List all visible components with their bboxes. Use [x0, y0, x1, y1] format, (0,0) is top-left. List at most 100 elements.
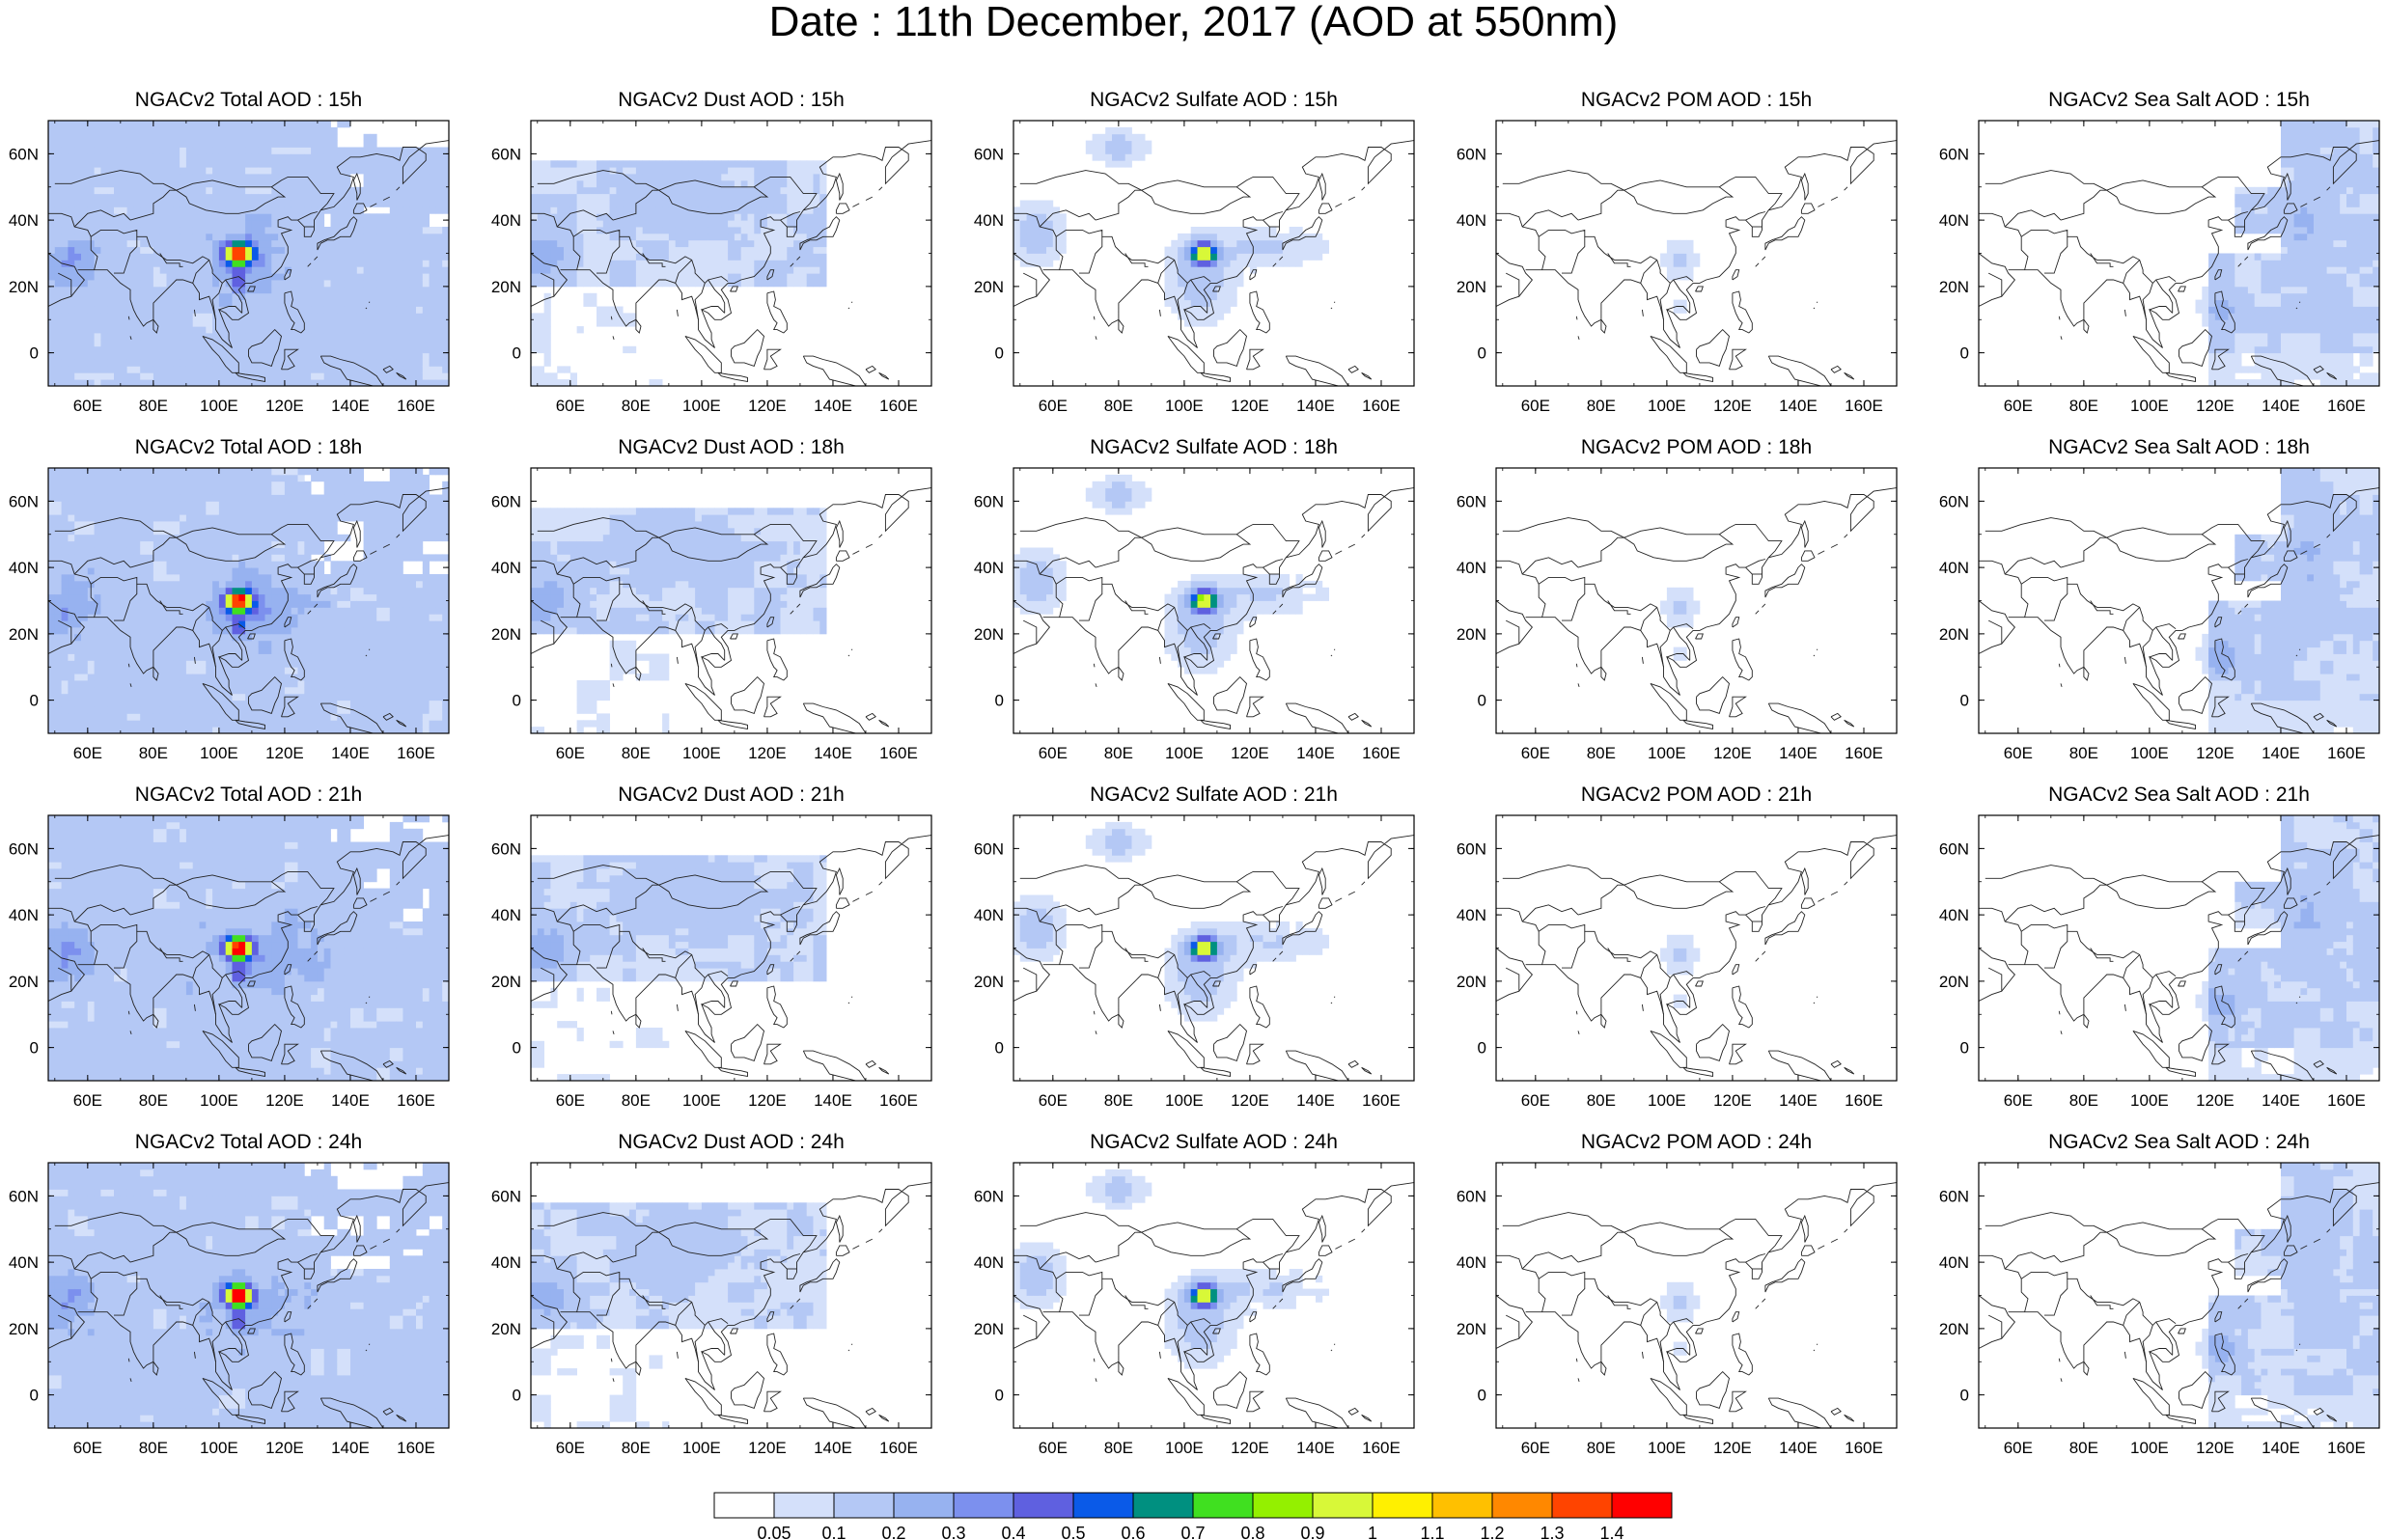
- lon-tick-label: 60E: [1039, 1439, 1068, 1457]
- lat-tick-label: 0: [995, 1039, 1004, 1058]
- colorbar-box: [1551, 1492, 1613, 1519]
- lat-tick-label: 60N: [1939, 145, 1969, 163]
- lat-tick-label: 60N: [1457, 492, 1486, 510]
- lon-tick-label: 160E: [879, 744, 918, 762]
- map-panel-pom-row-4: 60E 80E 100E 120E 140E 160E 60N 40N 20N 0: [1457, 1162, 1898, 1457]
- lon-tick-label: 160E: [1845, 744, 1883, 762]
- aod-field: [1013, 1163, 1414, 1428]
- lat-tick-label: 60N: [491, 839, 521, 858]
- lon-tick-label: 160E: [1362, 744, 1401, 762]
- panel-title: NGACv2 Dust AOD : 21h: [529, 784, 934, 807]
- lat-tick-label: 0: [513, 1039, 521, 1058]
- lon-tick-label: 100E: [1165, 1439, 1204, 1457]
- colorbar-box: [1252, 1492, 1314, 1519]
- lon-tick-label: 100E: [1648, 1439, 1686, 1457]
- lon-tick-label: 80E: [139, 1091, 168, 1110]
- lon-tick-label: 60E: [73, 1091, 102, 1110]
- lat-tick-label: 60N: [974, 1187, 1004, 1205]
- coastlines: [1496, 1182, 1897, 1428]
- aod-field: [1013, 121, 1414, 386]
- lon-tick-label: 160E: [2327, 397, 2366, 415]
- lon-tick-label: 160E: [397, 1091, 435, 1110]
- panel-title: NGACv2 POM AOD : 21h: [1494, 784, 1900, 807]
- lat-tick-label: 0: [1960, 344, 1969, 363]
- lon-tick-label: 140E: [1779, 1091, 1818, 1110]
- lon-tick-label: 60E: [556, 744, 585, 762]
- lat-tick-label: 60N: [9, 1187, 39, 1205]
- coastlines: [48, 140, 449, 386]
- lon-tick-label: 140E: [2262, 397, 2300, 415]
- lon-tick-label: 120E: [1231, 1091, 1269, 1110]
- lat-tick-label: 0: [1960, 1039, 1969, 1058]
- colorbar-label: 0.9: [1300, 1524, 1324, 1540]
- lon-tick-label: 80E: [2069, 1091, 2098, 1110]
- aod-field: [531, 815, 931, 1081]
- lon-tick-label: 100E: [2130, 744, 2169, 762]
- coastlines: [1979, 140, 2379, 386]
- lat-tick-label: 20N: [974, 278, 1004, 296]
- colorbar-label: 0.3: [941, 1524, 965, 1540]
- lon-tick-label: 160E: [2327, 1439, 2366, 1457]
- lat-tick-label: 20N: [9, 1320, 39, 1338]
- lon-tick-label: 140E: [814, 744, 852, 762]
- lon-tick-label: 100E: [2130, 1091, 2169, 1110]
- lat-tick-label: 40N: [9, 559, 39, 577]
- lat-tick-label: 40N: [9, 906, 39, 924]
- aod-field: [48, 468, 449, 733]
- lat-tick-label: 60N: [974, 492, 1004, 510]
- figure-title: Date : 11th December, 2017 (AOD at 550nm…: [0, 0, 2387, 46]
- lon-tick-label: 140E: [814, 397, 852, 415]
- lat-tick-label: 0: [513, 344, 521, 363]
- map-panel-total-row-4: 60E 80E 100E 120E 140E 160E 60N 40N 20N 0: [9, 1162, 450, 1457]
- lat-tick-label: 40N: [1939, 211, 1969, 230]
- coastlines: [1496, 835, 1897, 1081]
- lon-tick-label: 80E: [139, 1439, 168, 1457]
- colorbar-box: [1013, 1492, 1074, 1519]
- lon-tick-label: 140E: [331, 744, 370, 762]
- lat-tick-label: 60N: [1939, 492, 1969, 510]
- colorbar-label: 0.2: [881, 1524, 905, 1540]
- coastlines: [48, 1182, 449, 1428]
- coastlines: [531, 487, 931, 733]
- lon-tick-label: 100E: [682, 1091, 721, 1110]
- lon-tick-label: 120E: [2196, 1091, 2234, 1110]
- lon-tick-label: 140E: [1296, 1439, 1335, 1457]
- lon-tick-label: 100E: [200, 744, 238, 762]
- lat-tick-label: 60N: [1457, 1187, 1486, 1205]
- lon-tick-label: 160E: [2327, 1091, 2366, 1110]
- map-panel-pom-row-3: 60E 80E 100E 120E 140E 160E 60N 40N 20N 0: [1457, 814, 1898, 1110]
- panel-title: NGACv2 Sulfate AOD : 15h: [1012, 89, 1417, 112]
- coastlines: [531, 140, 931, 386]
- lon-tick-label: 100E: [200, 397, 238, 415]
- lat-tick-label: 40N: [974, 211, 1004, 230]
- lon-tick-label: 80E: [1587, 397, 1616, 415]
- map-panel-sea-salt-row-2: 60E 80E 100E 120E 140E 160E 60N 40N 20N 0: [1939, 467, 2380, 762]
- panel-title: NGACv2 Total AOD : 24h: [46, 1131, 452, 1154]
- colorbar-box: [1372, 1492, 1433, 1519]
- lat-tick-label: 60N: [1457, 145, 1486, 163]
- lon-tick-label: 80E: [1587, 1091, 1616, 1110]
- coastlines: [1013, 1182, 1414, 1428]
- lon-tick-label: 100E: [682, 397, 721, 415]
- lat-tick-label: 40N: [1457, 559, 1486, 577]
- lat-tick-label: 20N: [1939, 625, 1969, 644]
- coastlines: [531, 835, 931, 1081]
- lat-tick-label: 60N: [491, 492, 521, 510]
- lat-tick-label: 20N: [974, 625, 1004, 644]
- lon-tick-label: 60E: [556, 397, 585, 415]
- aod-field: [48, 121, 449, 386]
- lon-tick-label: 60E: [1039, 1091, 1068, 1110]
- lon-tick-label: 140E: [331, 1091, 370, 1110]
- lon-tick-label: 120E: [1713, 397, 1752, 415]
- lat-tick-label: 20N: [1457, 278, 1486, 296]
- lon-tick-label: 60E: [1039, 744, 1068, 762]
- lat-tick-label: 0: [30, 344, 39, 363]
- panel-title: NGACv2 Sulfate AOD : 24h: [1012, 1131, 1417, 1154]
- lat-tick-label: 60N: [1939, 1187, 1969, 1205]
- lat-tick-label: 0: [1478, 1387, 1486, 1405]
- lon-tick-label: 60E: [556, 1091, 585, 1110]
- colorbar-label: 0.7: [1180, 1524, 1205, 1540]
- lat-tick-label: 0: [1960, 692, 1969, 710]
- lon-tick-label: 120E: [1231, 1439, 1269, 1457]
- lon-tick-label: 60E: [2004, 1439, 2033, 1457]
